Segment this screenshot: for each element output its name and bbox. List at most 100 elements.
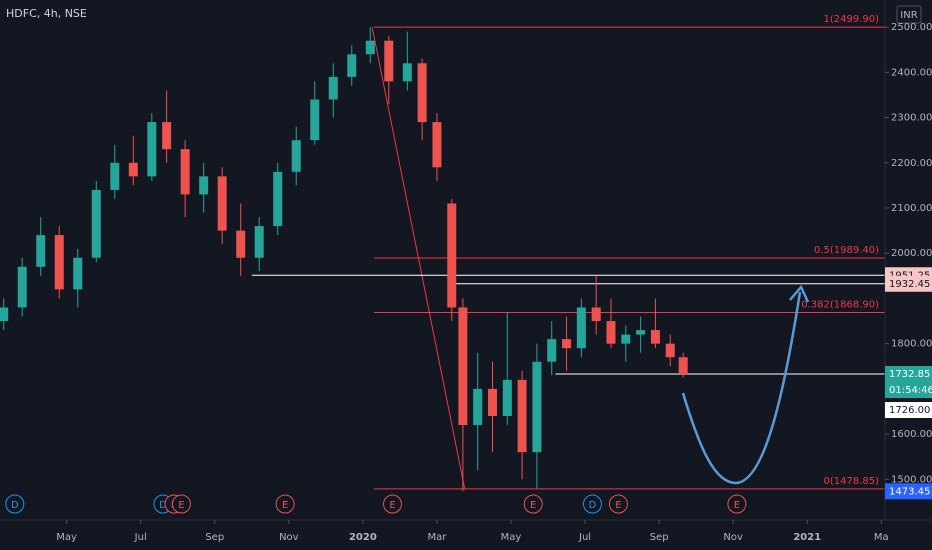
candle-body xyxy=(180,149,190,195)
countdown-tag xyxy=(885,382,932,399)
candle-body xyxy=(517,379,527,453)
candle-body xyxy=(291,140,301,172)
price-tag xyxy=(885,402,932,419)
y-tick-label: 2300.00 xyxy=(891,113,932,124)
event-marker xyxy=(5,494,25,514)
x-tick-label: Jul xyxy=(134,532,147,543)
candle-body xyxy=(502,379,512,416)
candle-body xyxy=(547,339,557,362)
candle-body xyxy=(621,334,631,344)
fib-trend-line xyxy=(371,27,466,489)
event-label: D xyxy=(589,500,597,511)
candle-body xyxy=(591,307,601,322)
candle-body xyxy=(384,40,394,82)
price-tag-label: 1932.45 xyxy=(889,279,930,290)
candle-body xyxy=(562,339,572,349)
candle-body xyxy=(73,257,83,290)
fib-label: 0.5(1989.40) xyxy=(814,245,879,256)
candle-body xyxy=(254,226,264,258)
candle-body xyxy=(54,235,64,290)
x-tick-label: Sep xyxy=(650,532,669,543)
event-marker xyxy=(383,494,403,514)
y-tick-label: 1800.00 xyxy=(891,339,932,350)
fib-label: 1(2499.90) xyxy=(823,14,879,25)
candle-body xyxy=(365,40,375,55)
event-marker xyxy=(275,494,295,514)
x-tick-label: May xyxy=(56,532,77,543)
candle-body xyxy=(110,162,120,190)
candle-body xyxy=(0,307,9,322)
event-label: E xyxy=(615,500,621,511)
candle-body xyxy=(217,176,227,231)
projection-arrow xyxy=(681,291,802,485)
candle-body xyxy=(417,63,427,123)
candle-body xyxy=(162,122,172,150)
candle-body xyxy=(402,63,412,82)
y-tick-label: 1600.00 xyxy=(891,429,932,440)
y-tick-label: 2200.00 xyxy=(891,158,932,169)
x-tick-label: Mar xyxy=(428,532,448,543)
x-tick-label: 2020 xyxy=(349,532,377,543)
y-tick-label: 2500.00 xyxy=(891,22,932,33)
x-tick-label: Nov xyxy=(723,532,743,543)
candle-body xyxy=(665,343,675,358)
x-tick-label: Jul xyxy=(578,532,591,543)
candle-body xyxy=(650,330,660,344)
event-label: E xyxy=(389,500,395,511)
candle-body xyxy=(432,122,442,168)
event-marker xyxy=(171,494,191,514)
y-tick-label: 2000.00 xyxy=(891,248,932,259)
x-tick-label: Sep xyxy=(205,532,224,543)
event-marker xyxy=(523,494,543,514)
plot-area: 1(2499.90) 0.5(1989.40) 0.382(1868.90) 0(14… xyxy=(0,14,885,492)
candle-body xyxy=(328,76,338,100)
candle-body xyxy=(147,122,157,177)
y-tick-label: 1500.00 xyxy=(891,474,932,485)
candle-body xyxy=(17,266,27,308)
y-tick-label: 2100.00 xyxy=(891,203,932,214)
x-tick-label: Nov xyxy=(279,532,299,543)
candle-body xyxy=(36,235,46,267)
event-label: D xyxy=(11,500,19,511)
arrow-head xyxy=(789,284,810,303)
candle-body xyxy=(473,388,483,426)
candle-body xyxy=(606,321,616,344)
event-label: E xyxy=(734,500,740,511)
candle-body xyxy=(532,361,542,453)
candle-body xyxy=(678,357,688,375)
price-tag xyxy=(885,366,932,383)
event-label: D xyxy=(159,500,167,511)
currency: INR xyxy=(900,10,917,21)
price-tag xyxy=(885,275,932,292)
x-tick-label: Ma xyxy=(874,532,889,543)
price-tag-label: 1951.25 xyxy=(889,270,930,281)
candle-body xyxy=(636,330,646,335)
candle-body xyxy=(273,171,283,227)
price-tag-label: 1732.85 xyxy=(889,369,930,380)
candle-body xyxy=(199,176,209,195)
event-marker xyxy=(608,494,628,514)
symbol-title: HDFC, 4h, NSE xyxy=(6,7,87,20)
price-tag xyxy=(885,483,932,500)
event-label: E xyxy=(178,500,184,511)
x-tick-label: 2021 xyxy=(793,532,821,543)
candle-body xyxy=(347,54,357,77)
fib-label: 0(1478.85) xyxy=(823,476,879,487)
x-tick-label: May xyxy=(501,532,522,543)
event-label: E xyxy=(530,500,536,511)
event-label: E xyxy=(282,500,288,511)
countdown: 01:54:46 xyxy=(889,385,932,396)
y-tick-label: 2400.00 xyxy=(891,67,932,78)
event-marker xyxy=(582,494,602,514)
price-tag-label: 1726.00 xyxy=(889,405,930,416)
event-marker xyxy=(727,494,747,514)
price-tag-label: 1473.45 xyxy=(889,486,930,497)
fib-label: 0.382(1868.90) xyxy=(801,299,879,310)
candle-body xyxy=(447,203,457,308)
candle-body xyxy=(236,230,246,258)
currency-box[interactable] xyxy=(896,5,922,24)
candle-body xyxy=(487,388,497,416)
candle-body xyxy=(576,307,586,349)
candle-body xyxy=(310,99,320,141)
